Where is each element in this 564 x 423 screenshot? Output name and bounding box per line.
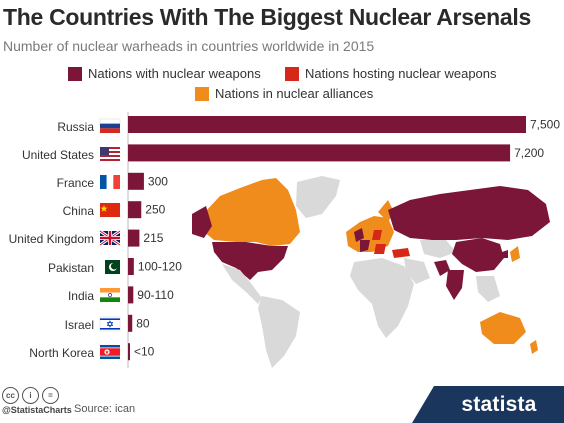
legend-item-hosting: Nations hosting nuclear weapons	[285, 66, 497, 81]
world-map	[192, 176, 550, 368]
social-handle: @StatistaCharts	[2, 405, 72, 415]
category-label-pakistan: Pakistan	[48, 261, 94, 275]
bar-russia	[128, 116, 526, 133]
value-label-russia: 7,500	[530, 118, 560, 132]
attribution-icon: i	[22, 387, 39, 404]
source-note: Source: ican	[74, 403, 136, 415]
flag-russia-icon	[99, 118, 121, 133]
category-label-united-kingdom: United Kingdom	[9, 232, 94, 246]
value-label-pakistan: 100-120	[138, 260, 182, 274]
legend-item-nuclear-weapons: Nations with nuclear weapons	[68, 66, 261, 81]
legend-label-hosting: Nations hosting nuclear weapons	[305, 66, 497, 81]
statista-logo: statista	[434, 386, 564, 423]
bars	[128, 116, 526, 361]
flag-united-kingdom-icon	[99, 229, 121, 247]
value-label-israel: 80	[136, 316, 150, 330]
no-derivatives-icon: =	[42, 387, 59, 404]
flag-north-korea-icon	[100, 345, 120, 359]
flag-pakistan-icon	[100, 260, 120, 274]
chart-subtitle: Number of nuclear warheads in countries …	[3, 38, 375, 54]
value-label-india: 90-110	[137, 288, 174, 302]
category-labels: Russia United States France China United…	[9, 120, 95, 360]
bar-india	[128, 286, 134, 304]
bar-united-kingdom	[128, 229, 140, 247]
category-label-united-states: United States	[22, 148, 94, 162]
category-label-north-korea: North Korea	[29, 346, 94, 360]
legend-label-alliances: Nations in nuclear alliances	[215, 86, 374, 101]
bar-france	[128, 172, 144, 190]
bar-north-korea	[128, 343, 130, 361]
brand-stripe	[412, 386, 434, 423]
category-label-india: India	[68, 289, 94, 303]
bar-chart: Russia United States France China United…	[9, 112, 560, 368]
value-label-france: 300	[148, 174, 168, 188]
value-label-united-kingdom: 215	[143, 231, 163, 245]
bar-united-states	[128, 144, 511, 162]
chart-title: The Countries With The Biggest Nuclear A…	[3, 4, 531, 30]
flag-france-icon	[100, 175, 120, 189]
legend-swatch-hosting	[285, 66, 299, 81]
flag-israel-icon	[99, 316, 121, 332]
legend-item-alliances: Nations in nuclear alliances	[195, 86, 373, 101]
flag-china-icon	[100, 203, 120, 217]
category-label-china: China	[63, 204, 95, 218]
category-label-russia: Russia	[57, 120, 94, 134]
bar-china	[128, 201, 142, 219]
value-label-united-states: 7,200	[514, 146, 544, 160]
legend-swatch-nuclear-weapons	[68, 66, 82, 81]
cc-icon: cc	[2, 387, 19, 404]
value-labels: 7,500 7,200 300 250 215 100-120 90-110 8…	[134, 118, 560, 359]
bar-pakistan	[128, 258, 134, 275]
flag-india-icon	[100, 288, 120, 302]
legend-label-nuclear-weapons: Nations with nuclear weapons	[88, 66, 261, 81]
value-label-north-korea: <10	[134, 345, 155, 359]
category-label-france: France	[57, 176, 95, 190]
value-label-china: 250	[145, 203, 165, 217]
category-label-israel: Israel	[65, 318, 94, 332]
bar-israel	[128, 314, 133, 332]
license-icons: cc i =	[2, 387, 59, 404]
flag-united-states-icon	[100, 147, 120, 161]
legend-swatch-alliances	[195, 86, 209, 101]
